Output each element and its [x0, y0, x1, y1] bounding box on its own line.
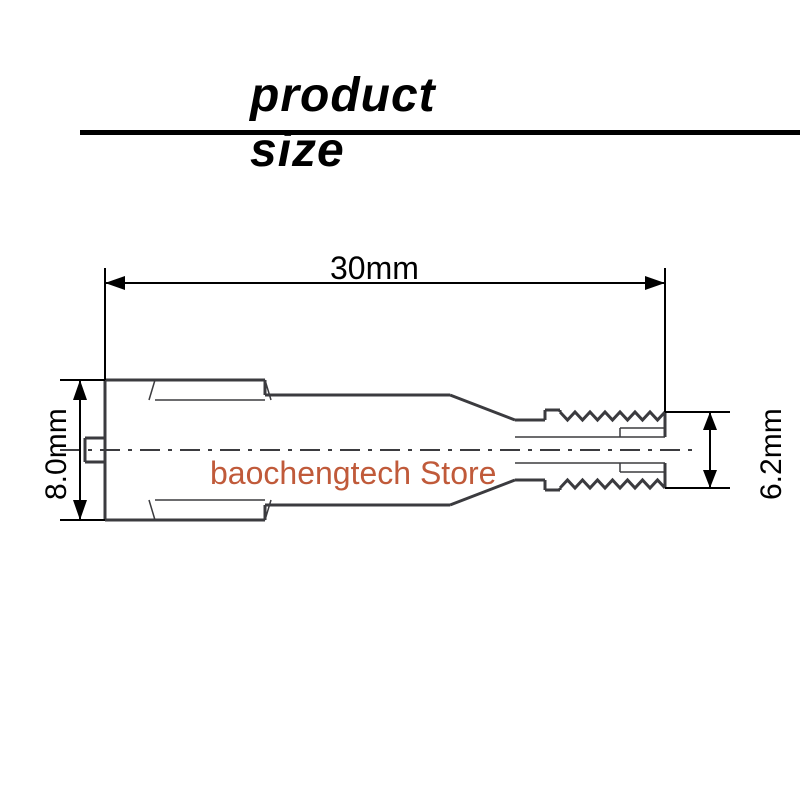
dim-length-label: 30mm: [330, 250, 419, 287]
product-diagram: [0, 0, 800, 800]
watermark-text: baochengtech Store: [210, 455, 496, 492]
dim-left-label: 8.0mm: [40, 408, 74, 500]
dim-right-label: 6.2mm: [755, 408, 789, 500]
